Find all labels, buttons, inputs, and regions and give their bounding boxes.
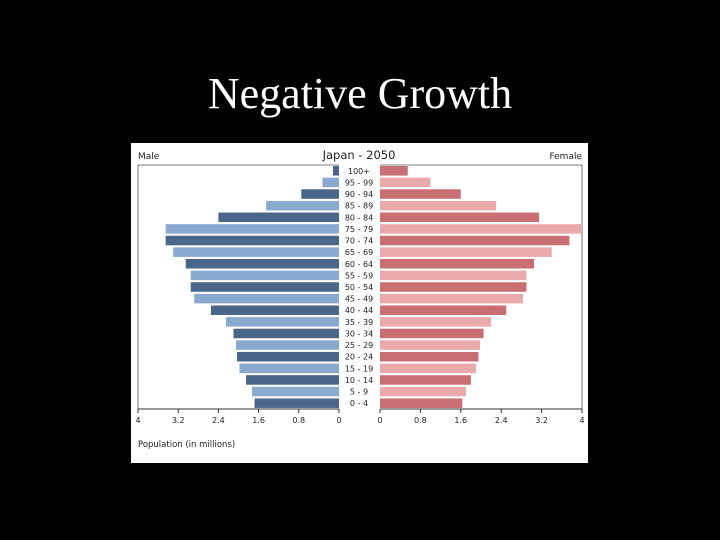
x-axis-label: Population (in millions) bbox=[138, 440, 235, 450]
age-group-label: 30 - 34 bbox=[345, 329, 373, 338]
female-bar bbox=[380, 189, 461, 199]
age-group-label: 50 - 54 bbox=[345, 283, 373, 292]
male-bar bbox=[252, 386, 339, 397]
male-bar bbox=[165, 224, 339, 234]
age-group-label: 100+ bbox=[348, 167, 370, 176]
male-tick-label: 2.4 bbox=[212, 416, 225, 425]
slide-title: Negative Growth bbox=[207, 69, 513, 118]
age-group-label: 80 - 84 bbox=[345, 213, 373, 222]
female-bar bbox=[380, 363, 476, 374]
female-bar bbox=[380, 398, 463, 408]
age-group-label: 70 - 74 bbox=[345, 237, 373, 246]
age-group-label: 5 - 9 bbox=[350, 388, 368, 397]
male-bar bbox=[173, 247, 339, 257]
age-group-label: 0 - 4 bbox=[350, 399, 368, 408]
chart-title: Japan - 2050 bbox=[322, 148, 396, 162]
male-bar bbox=[332, 166, 339, 176]
age-group-label: 15 - 19 bbox=[345, 364, 373, 373]
male-bar bbox=[322, 177, 339, 188]
male-bar bbox=[190, 282, 339, 292]
female-bar bbox=[380, 166, 408, 176]
male-tick-label: 4 bbox=[135, 416, 140, 425]
male-bar bbox=[194, 293, 339, 304]
female-bar bbox=[380, 282, 527, 292]
female-tick-label: 3.2 bbox=[535, 416, 548, 425]
age-group-label: 90 - 94 bbox=[345, 190, 373, 199]
female-tick-label: 1.6 bbox=[454, 416, 467, 425]
female-tick-label: 0.8 bbox=[414, 416, 427, 425]
age-group-label: 20 - 24 bbox=[345, 353, 373, 362]
age-group-label: 65 - 69 bbox=[345, 248, 373, 257]
male-bar bbox=[210, 305, 339, 316]
male-bar bbox=[165, 235, 339, 246]
male-bar bbox=[235, 340, 339, 350]
male-bar bbox=[225, 317, 339, 327]
age-group-label: 10 - 14 bbox=[345, 376, 373, 385]
male-bar bbox=[239, 363, 339, 374]
male-bar bbox=[190, 270, 339, 281]
female-bar bbox=[380, 258, 535, 269]
female-bar bbox=[380, 177, 431, 188]
female-bar bbox=[380, 351, 479, 362]
age-group-label: 55 - 59 bbox=[345, 271, 373, 280]
population-pyramid-chart: Japan - 2050 Male Female Population (in … bbox=[135, 148, 585, 450]
female-bar bbox=[380, 293, 523, 304]
male-bar bbox=[236, 351, 339, 362]
female-bar bbox=[380, 224, 581, 234]
female-bar bbox=[380, 305, 507, 316]
male-tick-label: 1.6 bbox=[252, 416, 265, 425]
plot-area: 100+ 95 - 99 90 - 94 85 - 89 80 - 84 75 - 79 7… bbox=[135, 164, 585, 425]
female-tick-label: 2.4 bbox=[495, 416, 508, 425]
female-tick-label: 4 bbox=[579, 416, 584, 425]
female-bar bbox=[380, 328, 484, 339]
age-group-label: 85 - 89 bbox=[345, 202, 373, 211]
female-bar bbox=[380, 375, 471, 385]
male-bar bbox=[185, 258, 339, 269]
age-group-label: 60 - 64 bbox=[345, 260, 373, 269]
female-bar bbox=[380, 317, 492, 327]
female-tick-label: 0 bbox=[377, 416, 382, 425]
male-tick-label: 3.2 bbox=[172, 416, 185, 425]
male-bar bbox=[301, 189, 339, 199]
chart-panel: Japan - 2050 Male Female Population (in … bbox=[131, 143, 588, 463]
female-bar bbox=[380, 247, 552, 257]
age-group-label: 40 - 44 bbox=[345, 306, 373, 315]
female-bar bbox=[380, 235, 570, 246]
female-bar bbox=[380, 200, 497, 211]
female-bar bbox=[380, 340, 480, 350]
age-group-label: 25 - 29 bbox=[345, 341, 373, 350]
male-bar bbox=[218, 212, 339, 223]
male-bar bbox=[254, 398, 339, 408]
age-group-label: 75 - 79 bbox=[345, 225, 373, 234]
female-bar bbox=[380, 212, 540, 223]
male-tick-label: 0.8 bbox=[292, 416, 305, 425]
age-group-label: 45 - 49 bbox=[345, 295, 373, 304]
age-group-label: 95 - 99 bbox=[345, 178, 373, 187]
male-bar bbox=[233, 328, 339, 339]
male-bar bbox=[266, 200, 339, 211]
male-label: Male bbox=[138, 152, 160, 162]
age-group-label: 35 - 39 bbox=[345, 318, 373, 327]
female-label: Female bbox=[549, 152, 582, 162]
female-bar bbox=[380, 270, 527, 281]
male-tick-label: 0 bbox=[336, 416, 341, 425]
female-bar bbox=[380, 386, 466, 397]
male-bar bbox=[246, 375, 339, 385]
